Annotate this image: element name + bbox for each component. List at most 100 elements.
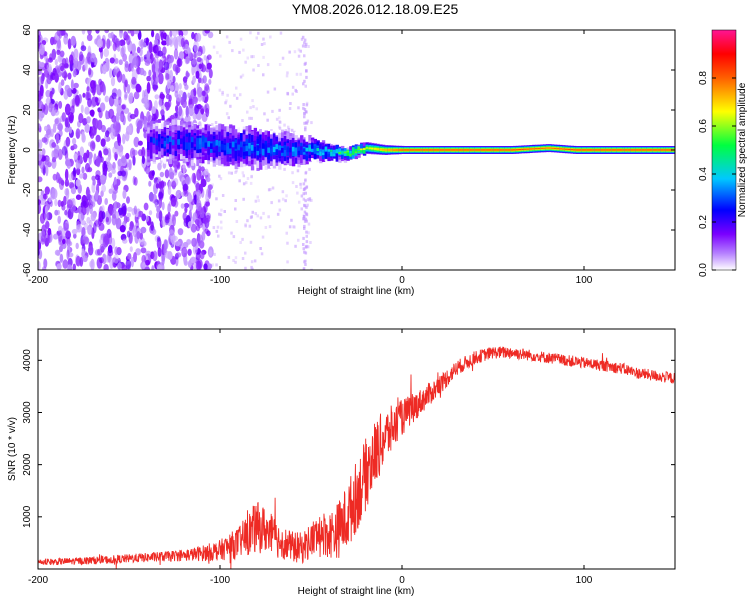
spectrogram-noise-cell bbox=[278, 108, 281, 112]
spectrogram-band-cell bbox=[220, 144, 225, 150]
spectrogram-noise-cell bbox=[250, 174, 253, 178]
spectrogram-noise-cell bbox=[250, 116, 253, 120]
spectrogram-band-cell bbox=[510, 149, 514, 151]
spectrogram-noise-cell bbox=[76, 224, 83, 233]
spectrogram-noise-cell bbox=[233, 93, 236, 97]
spectrogram-noise-cell bbox=[70, 187, 77, 195]
spectrogram-noise-cell bbox=[51, 142, 57, 148]
spectrogram-noise-cell bbox=[176, 192, 181, 200]
spectrogram-band-cell bbox=[319, 148, 323, 152]
spectrogram-band-cell bbox=[562, 148, 566, 150]
spectrogram-noise-cell bbox=[82, 92, 86, 98]
spectrogram-band-cell bbox=[422, 149, 427, 151]
spectrogram-noise-cell bbox=[95, 134, 101, 143]
spectrogram-noise-cell bbox=[200, 166, 205, 172]
spectrogram-noise-cell bbox=[190, 58, 197, 68]
spectrogram-band-cell bbox=[321, 150, 326, 153]
spectrogram-band-cell bbox=[543, 147, 547, 149]
spectrogram-noise-cell bbox=[86, 186, 90, 197]
spectrogram-noise-cell bbox=[112, 42, 117, 52]
spectrogram-noise-cell bbox=[257, 31, 260, 35]
x-tick-label: -200 bbox=[28, 575, 48, 586]
spectrogram-noise-cell bbox=[254, 199, 258, 203]
y-tick-label: 0 bbox=[22, 147, 33, 153]
spectrogram-noise-cell bbox=[249, 31, 252, 35]
spectrogram-noise-cell bbox=[193, 40, 200, 53]
spectrogram-noise-cell bbox=[164, 101, 169, 108]
spectrogram-noise-cell bbox=[86, 86, 90, 92]
spectrogram-noise-cell bbox=[125, 34, 130, 41]
y-tick-label: 1000 bbox=[22, 505, 33, 528]
spectrogram-noise-cell bbox=[283, 123, 286, 127]
spectrogram-noise-cell bbox=[98, 222, 105, 231]
spectrogram-noise-cell bbox=[77, 60, 82, 71]
spectrogram-band-cell bbox=[551, 147, 555, 149]
spectrogram-band-cell bbox=[630, 149, 634, 151]
spectrogram-band-cell bbox=[554, 147, 558, 149]
spectrogram-noise-cell bbox=[38, 100, 44, 111]
spectrogram-band-cell bbox=[174, 139, 178, 145]
spectrogram-band-cell bbox=[433, 149, 438, 151]
spectrogram-noise-cell bbox=[140, 226, 147, 234]
spectrogram-noise-cell bbox=[288, 50, 291, 54]
spectrogram-noise-cell bbox=[145, 215, 149, 222]
spectrogram-noise-cell bbox=[176, 94, 182, 102]
spectrogram-band-cell bbox=[611, 149, 615, 151]
spectrogram-band-cell bbox=[327, 149, 331, 152]
spectrogram-noise-cell bbox=[161, 201, 165, 211]
colorbar-tick-label: 0.0 bbox=[698, 263, 709, 277]
spectrogram-noise-cell bbox=[129, 113, 136, 120]
spectrogram-noise-cell bbox=[291, 181, 295, 185]
spectrogram-noise-cell bbox=[39, 213, 46, 224]
colorbar-label: Normalized spectral amplitude bbox=[737, 82, 748, 217]
spectrogram-band-cell bbox=[504, 149, 509, 151]
spectrogram-band-cell bbox=[182, 136, 187, 143]
spectrogram-noise-cell bbox=[73, 82, 79, 89]
spectrogram-band-cell bbox=[188, 136, 192, 143]
spectrogram-band-cell bbox=[627, 149, 632, 151]
spectrogram-noise-cell bbox=[73, 233, 77, 239]
spectrogram-band-cell bbox=[264, 144, 268, 156]
spectrogram-noise-cell bbox=[200, 108, 205, 115]
spectrogram-noise-cell bbox=[242, 174, 245, 178]
spectrogram-noise-cell bbox=[119, 30, 123, 34]
spectrogram-band-cell bbox=[259, 148, 263, 154]
spectrogram-noise-cell bbox=[81, 226, 86, 236]
spectrogram-band-cell bbox=[540, 147, 544, 149]
spectrogram-noise-cell bbox=[86, 52, 92, 63]
y-tick-label: 40 bbox=[22, 64, 33, 76]
spectrogram-noise-cell bbox=[151, 193, 157, 204]
spectrogram-noise-cell bbox=[126, 212, 131, 218]
spectrogram-noise-cell bbox=[182, 241, 189, 249]
spectrogram-noise-cell bbox=[194, 104, 199, 115]
spectrogram-noise-cell bbox=[178, 105, 183, 117]
spectrogram-noise-cell bbox=[91, 142, 96, 149]
spectrogram-noise-cell bbox=[109, 257, 114, 269]
spectrogram-noise-cell bbox=[104, 95, 110, 103]
spectrogram-noise-cell bbox=[111, 209, 117, 219]
spectrogram-band-cell bbox=[193, 138, 197, 145]
spectrogram-band-cell bbox=[313, 145, 318, 150]
spectrogram-noise-cell bbox=[221, 92, 224, 96]
spectrogram-noise-cell bbox=[262, 55, 265, 59]
spectrogram-noise-cell bbox=[161, 40, 167, 46]
spectrogram-band-cell bbox=[155, 139, 159, 146]
spectrogram-noise-cell bbox=[64, 188, 69, 196]
spectrogram-noise-cell bbox=[108, 172, 113, 178]
spectrogram-noise-cell bbox=[92, 179, 96, 186]
spectrogram-band-cell bbox=[212, 141, 217, 147]
spectrogram-noise-cell bbox=[302, 197, 306, 201]
x-tick-label: 0 bbox=[399, 275, 405, 286]
spectrogram-band-cell bbox=[283, 146, 288, 157]
spectrogram-band-cell bbox=[532, 148, 536, 150]
spectrogram-noise-cell bbox=[250, 215, 253, 219]
spectrogram-noise-cell bbox=[87, 224, 93, 235]
spectrogram-noise-cell bbox=[59, 50, 65, 58]
spectrogram-band-cell bbox=[450, 149, 454, 151]
spectrogram-noise-cell bbox=[128, 53, 133, 64]
spectrogram-noise-cell bbox=[165, 34, 170, 47]
spectrogram-noise-cell bbox=[65, 136, 71, 147]
spectrogram-noise-cell bbox=[304, 128, 307, 132]
spectrogram-band-cell bbox=[472, 149, 476, 151]
spectrogram-band-cell bbox=[605, 149, 610, 151]
